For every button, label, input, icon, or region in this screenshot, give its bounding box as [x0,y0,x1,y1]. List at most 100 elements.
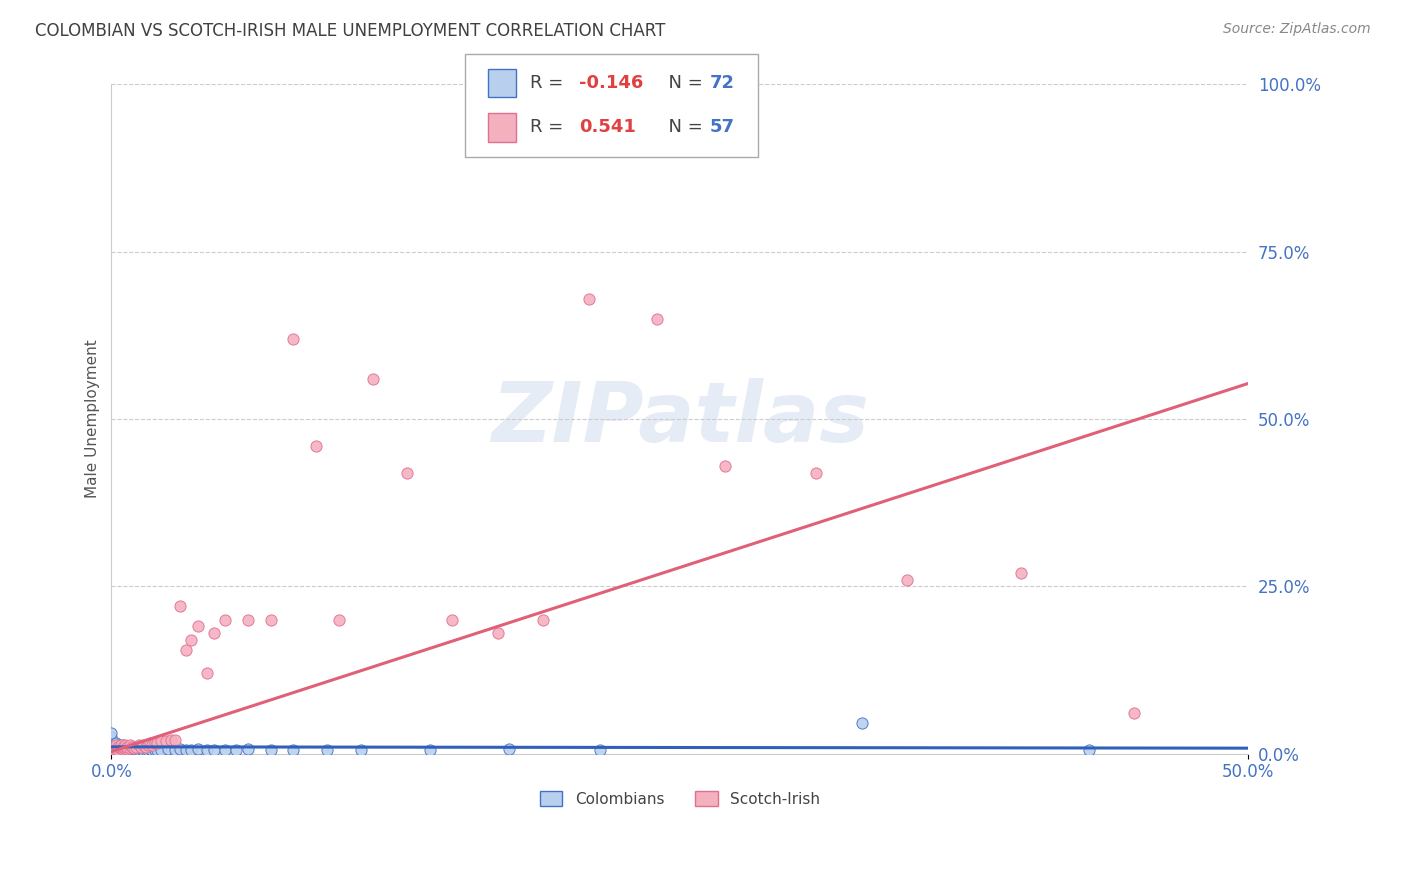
Point [128,742,150,756]
Point [305,439,328,453]
Point [118,742,141,756]
Point [107,741,129,756]
Point [104,742,127,756]
Text: COLOMBIAN VS SCOTCH-IRISH MALE UNEMPLOYMENT CORRELATION CHART: COLOMBIAN VS SCOTCH-IRISH MALE UNEMPLOYM… [35,22,665,40]
Point [103,739,125,754]
Point [100,743,122,757]
Point [100,726,122,740]
Point [395,466,418,480]
Legend: Colombians, Scotch-Irish: Colombians, Scotch-Irish [533,785,825,813]
Point [107,742,129,756]
Point [1010,566,1032,580]
Point [100,743,122,757]
Point [136,742,159,756]
Text: N =: N = [657,74,709,92]
Point [419,742,441,756]
Point [187,741,209,756]
Point [645,311,668,326]
Point [100,731,122,746]
Point [350,743,373,757]
Point [214,613,236,627]
Point [122,742,145,756]
Point [100,736,122,750]
Point [214,742,236,756]
Point [114,741,136,756]
Point [165,742,187,756]
Point [486,626,509,640]
Point [236,613,259,627]
Point [165,733,187,747]
Point [155,734,177,748]
Point [531,613,554,627]
Point [139,736,162,750]
Point [195,666,218,681]
Point [100,741,122,756]
Point [259,613,281,627]
Point [134,743,156,757]
Point [117,741,139,756]
Point [129,741,152,756]
Point [111,743,134,757]
Point [104,739,127,753]
Point [121,739,143,754]
Point [122,741,145,756]
Point [236,741,259,756]
Point [117,741,139,756]
Text: R =: R = [530,74,569,92]
Point [202,626,225,640]
Point [104,741,127,756]
Point [111,739,134,754]
Point [100,730,122,744]
Point [361,372,384,386]
Point [111,739,134,753]
Point [117,739,139,754]
Point [104,739,127,753]
Point [316,742,339,756]
Point [195,742,218,756]
Point [107,739,129,753]
Text: 72: 72 [710,74,735,92]
Text: N =: N = [657,119,709,136]
Point [136,739,159,753]
Point [157,741,180,756]
Point [896,573,918,587]
Point [498,741,520,756]
Point [117,743,139,757]
Point [328,613,350,627]
Point [132,742,155,756]
Point [132,739,155,753]
Point [1123,706,1146,721]
Point [111,741,134,756]
Point [104,736,127,750]
Point [804,466,827,480]
Point [110,742,132,756]
Point [110,739,132,753]
Point [114,739,136,754]
Point [107,743,129,757]
Text: -0.146: -0.146 [579,74,644,92]
Point [114,739,136,753]
Text: Source: ZipAtlas.com: Source: ZipAtlas.com [1223,22,1371,37]
Point [110,741,132,756]
Point [103,741,125,756]
Point [176,742,198,756]
Point [107,739,129,754]
Point [259,742,281,756]
Point [141,739,163,753]
Point [103,739,125,754]
Point [141,743,163,757]
Point [169,741,191,756]
Point [104,741,127,756]
Text: ZIPatlas: ZIPatlas [491,378,869,459]
Point [117,739,139,754]
Point [851,716,873,731]
Point [125,743,148,757]
Point [180,743,202,757]
Point [143,742,166,756]
Text: 0.541: 0.541 [579,119,636,136]
Point [121,743,143,757]
Point [180,632,202,647]
Text: R =: R = [530,119,569,136]
Point [146,743,169,757]
Point [125,741,148,756]
